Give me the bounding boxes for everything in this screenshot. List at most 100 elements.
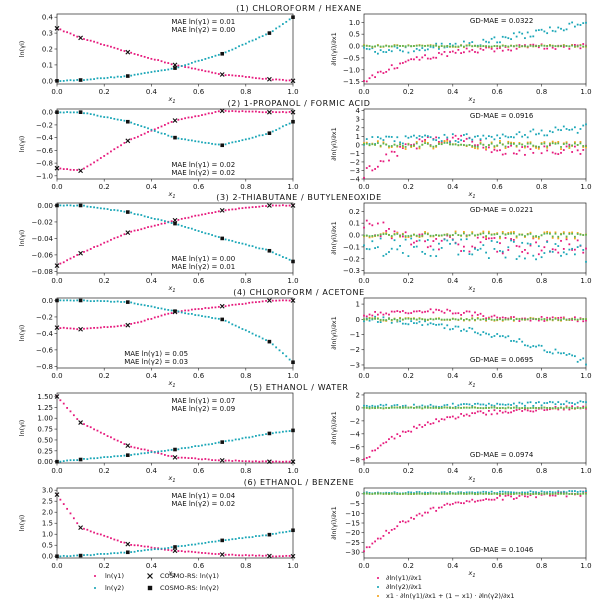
ln-gamma2-point	[110, 300, 112, 303]
dln-gamma1-point	[551, 494, 554, 497]
left-axes-ytick-label: −0.04	[32, 235, 54, 243]
ln-gamma2-point	[224, 238, 227, 241]
dln-gamma1-point	[421, 514, 424, 517]
left-axes-xtick-label: 1.0	[287, 372, 298, 380]
right-ylabel: ∂ln(γi)/∂x1	[330, 506, 338, 540]
dln-gamma2-point	[557, 490, 560, 493]
dln-gamma2-point	[410, 320, 413, 323]
dln-gamma1-point	[368, 546, 371, 549]
dln-gamma1-point	[393, 151, 396, 153]
dln-gamma2-point	[457, 404, 460, 407]
gibbs-duhem-ref-point	[507, 45, 510, 48]
dln-gamma2-point	[365, 404, 368, 407]
left-axes-xtick-label: 1.0	[287, 467, 298, 475]
dln-gamma1-point	[421, 233, 424, 236]
dln-gamma1-point	[363, 80, 365, 82]
ln-gamma2-point	[62, 460, 65, 462]
left-axes-xtick-label: 0.4	[146, 277, 158, 285]
ln-gamma2-point	[72, 79, 75, 82]
dln-gamma1-point	[496, 316, 499, 319]
ln-gamma1-point	[89, 163, 92, 166]
gibbs-duhem-ref-point	[390, 318, 393, 321]
ln-gamma1-point	[123, 324, 126, 327]
gibbs-duhem-ref-point	[571, 492, 574, 495]
ln-gamma1-point	[66, 168, 69, 170]
dln-gamma2-point	[379, 403, 382, 406]
dln-gamma2-point	[499, 490, 501, 493]
ln-gamma1-point	[248, 206, 251, 209]
ln-gamma2-point	[106, 116, 109, 119]
ln-gamma1-point	[271, 299, 274, 302]
cosmo-ln-gamma1-marker	[267, 109, 272, 115]
right-axes-xtick-label: 1.0	[580, 88, 591, 96]
ln-gamma1-point	[133, 446, 136, 449]
gibbs-duhem-point	[396, 231, 399, 234]
gibbs-duhem-ref-point	[507, 406, 510, 409]
ln-gamma1-point	[255, 77, 257, 80]
dln-gamma2-point	[582, 357, 585, 360]
gibbs-duhem-ref-point	[585, 492, 587, 495]
gibbs-duhem-ref-point	[471, 232, 474, 235]
dln-gamma1-point	[512, 316, 515, 318]
gibbs-duhem-ref-point	[440, 318, 443, 321]
gibbs-duhem-ref-point	[501, 143, 504, 146]
gibbs-duhem-point	[396, 145, 399, 148]
ln-gamma1-point	[248, 460, 251, 463]
dln-gamma2-point	[457, 253, 460, 256]
dln-gamma2-point	[371, 240, 374, 243]
gibbs-duhem-point	[504, 147, 507, 150]
dln-gamma1-point	[504, 46, 507, 48]
dln-gamma1-point	[435, 56, 438, 59]
gibbs-duhem-ref-point	[476, 233, 479, 236]
gibbs-duhem-ref-point	[449, 406, 451, 409]
gibbs-duhem-ref-point	[468, 318, 471, 321]
ln-gamma1-point	[187, 309, 190, 312]
left-axes-xtick-label: 0.0	[51, 88, 62, 96]
dln-gamma2-point	[501, 133, 504, 136]
ln-gamma2-point	[251, 332, 254, 335]
dln-gamma2-point	[443, 327, 446, 330]
gibbs-duhem-ref-point	[576, 233, 579, 235]
dln-gamma1-point	[365, 315, 368, 318]
ln-gamma1-point	[157, 223, 160, 226]
dln-gamma2-point	[446, 403, 449, 406]
ln-gamma2-point	[194, 314, 197, 316]
gibbs-duhem-point	[432, 147, 435, 150]
gibbs-duhem-ref-point	[454, 407, 457, 409]
cosmo-ln-gamma1-marker	[219, 108, 225, 114]
dln-gamma2-point	[501, 35, 504, 38]
dln-gamma1-point	[399, 521, 401, 523]
gibbs-duhem-ref-point	[532, 406, 535, 409]
ln-gamma1-point	[59, 327, 62, 330]
ln-gamma1-point	[244, 110, 247, 113]
ln-gamma2-point	[261, 134, 264, 137]
dln-gamma1-point	[518, 320, 521, 322]
dln-gamma2-point	[524, 37, 526, 40]
ln-gamma2-point	[194, 60, 197, 63]
ln-gamma2-point	[93, 457, 95, 460]
ln-gamma1-point	[187, 457, 190, 459]
dln-gamma1-point	[535, 241, 537, 244]
dln-gamma1-point	[415, 427, 418, 430]
dln-gamma2-point	[449, 141, 451, 144]
ln-gamma1-point	[137, 447, 139, 450]
ln-gamma1-point	[99, 326, 102, 329]
gibbs-duhem-ref-point	[410, 45, 413, 48]
dln-gamma1-point	[510, 238, 512, 240]
gibbs-duhem-ref-point	[562, 407, 565, 410]
gibbs-duhem-ref-point	[510, 232, 512, 235]
ln-gamma1-point	[89, 426, 92, 429]
gibbs-duhem-point	[554, 231, 557, 234]
ln-gamma1-point	[103, 433, 106, 435]
ln-gamma2-point	[194, 445, 197, 447]
dln-gamma2-point	[443, 46, 446, 49]
ln-gamma2-point	[201, 444, 203, 447]
gibbs-duhem-ref-point	[585, 318, 587, 321]
dln-gamma1-point	[376, 222, 379, 225]
gibbs-duhem-ref-point	[418, 492, 421, 495]
ln-gamma1-point	[153, 547, 156, 549]
ln-gamma1-point	[123, 443, 126, 445]
dln-gamma1-point	[365, 456, 368, 459]
ln-gamma1-point	[197, 308, 200, 310]
ln-gamma2-point	[275, 129, 278, 131]
